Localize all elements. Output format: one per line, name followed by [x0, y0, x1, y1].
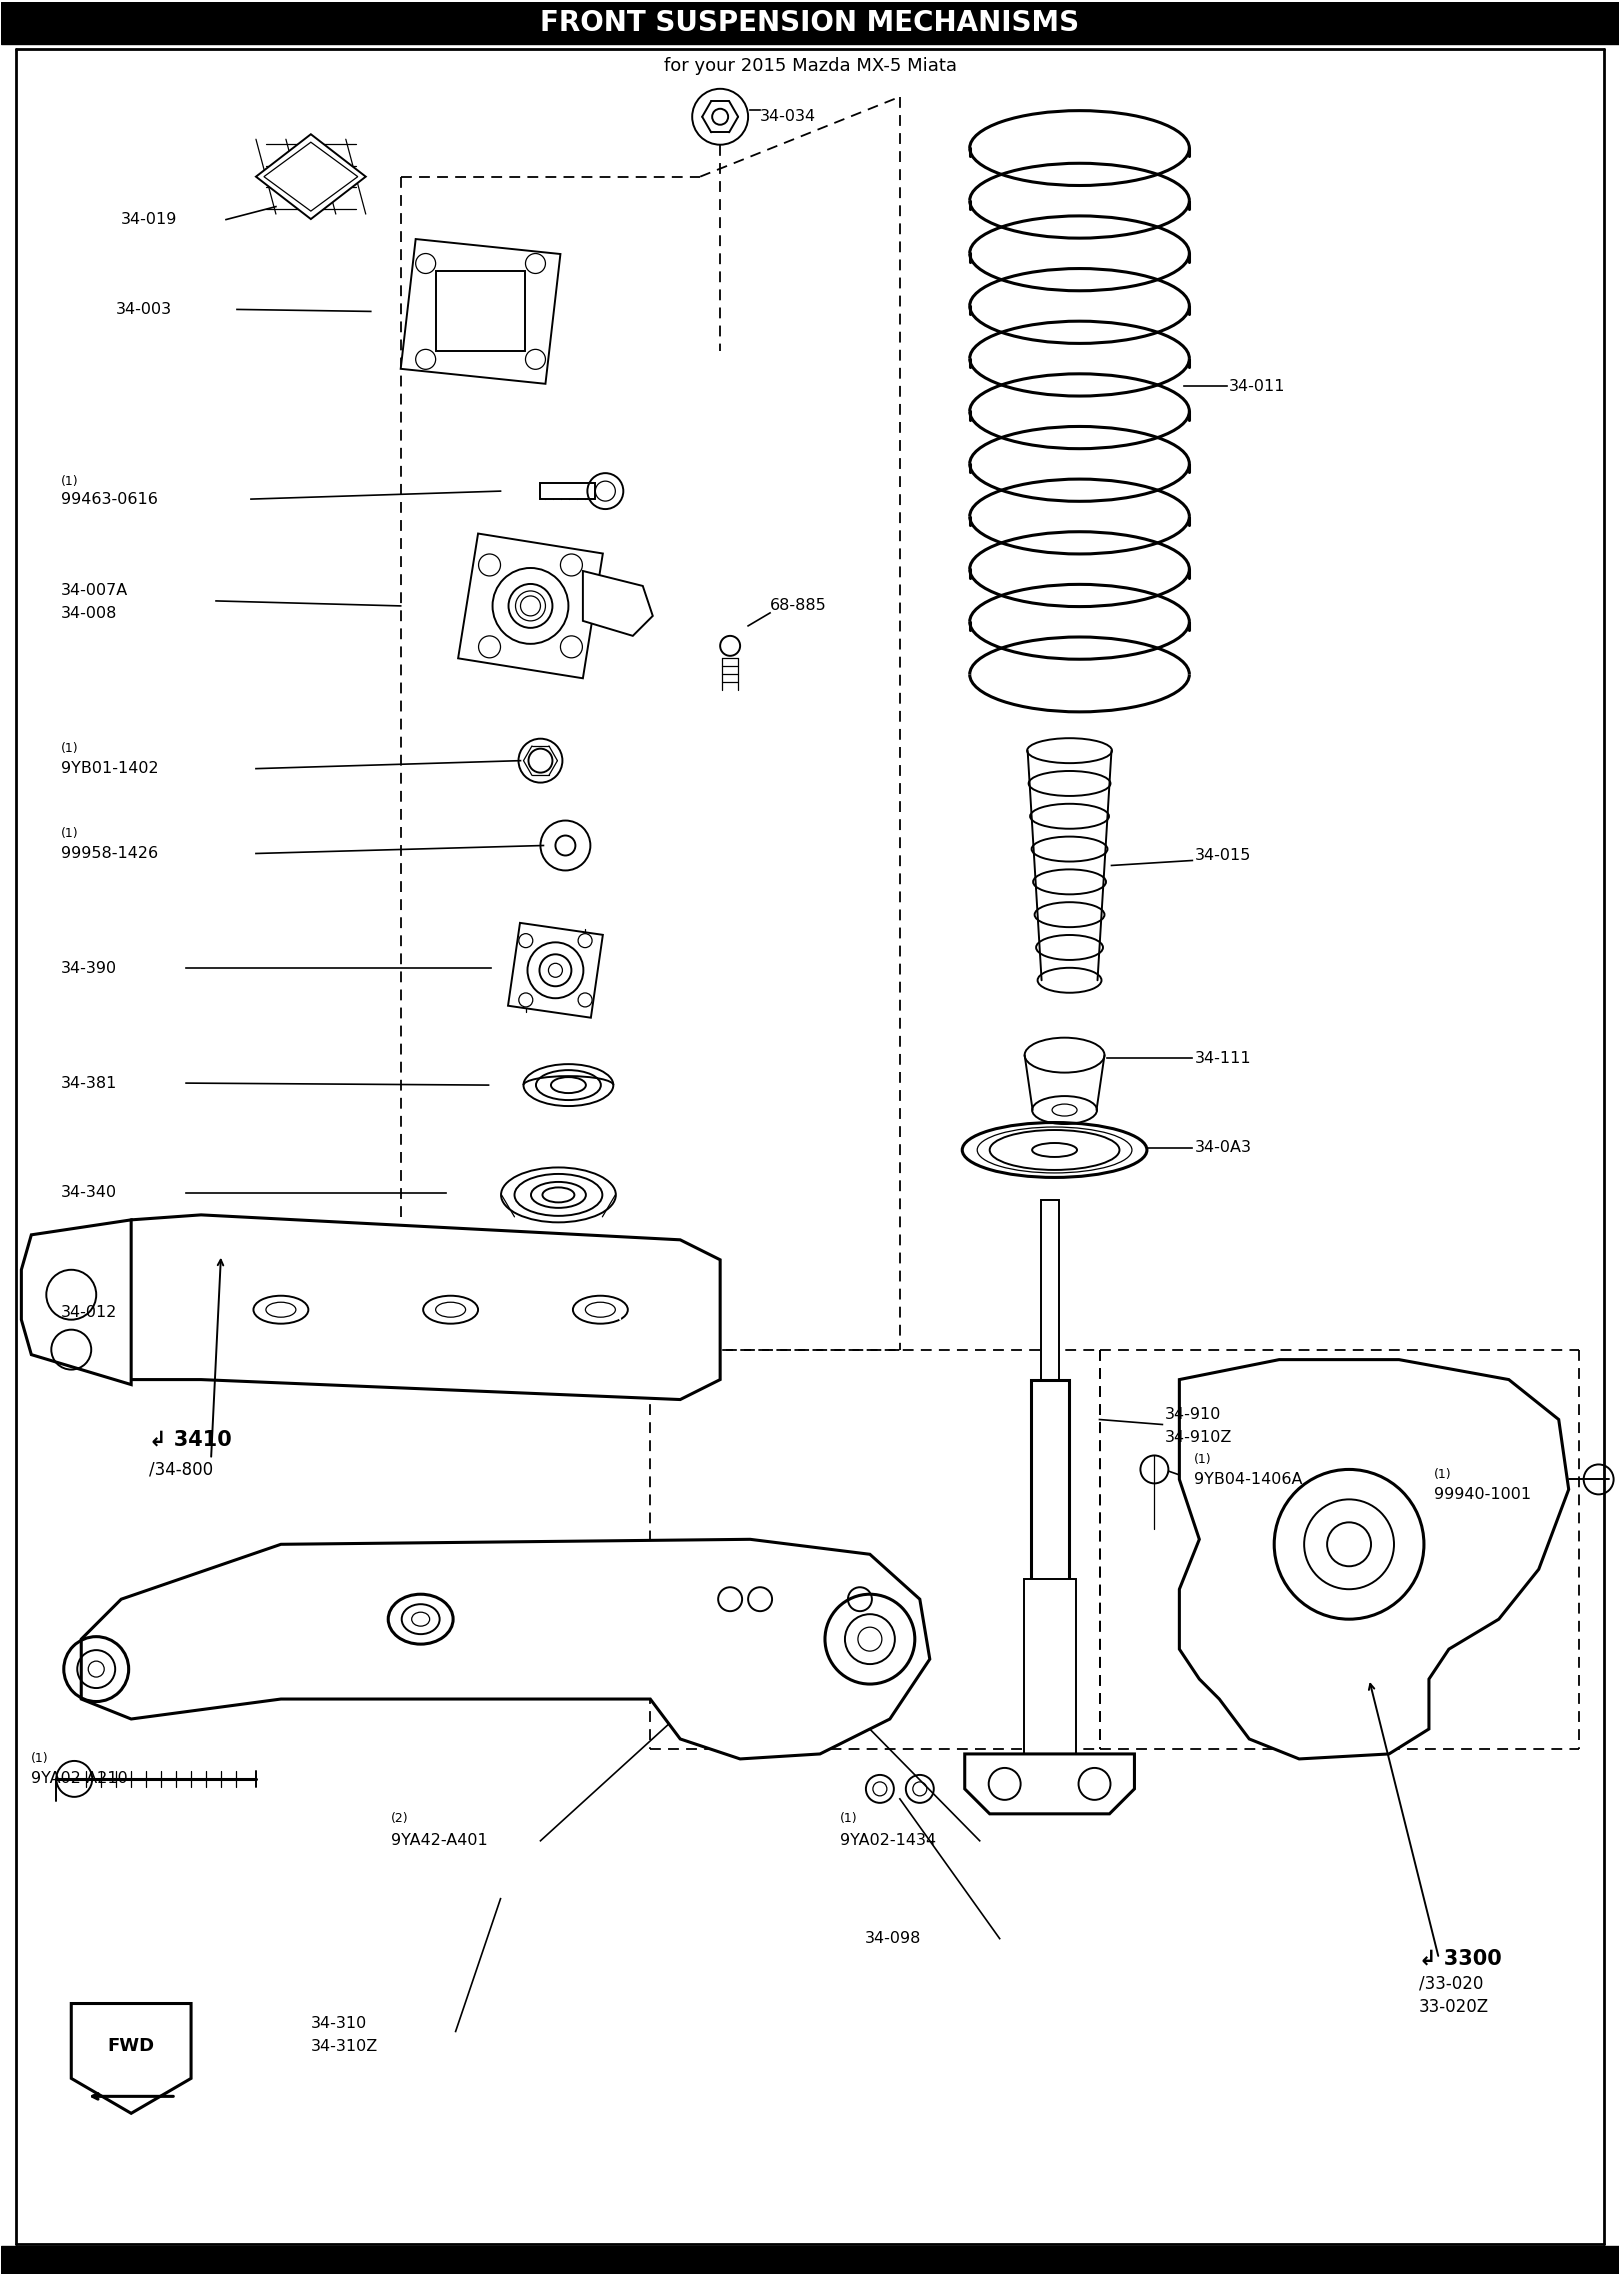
Text: (1): (1) — [839, 1812, 857, 1825]
Polygon shape — [400, 239, 561, 385]
Text: 34-310: 34-310 — [311, 2017, 368, 2030]
Text: 34-012: 34-012 — [62, 1304, 118, 1320]
Bar — [1030, 1379, 1069, 1700]
Text: (1): (1) — [1194, 1452, 1212, 1466]
Polygon shape — [458, 533, 603, 678]
Text: /33-020: /33-020 — [1419, 1976, 1484, 1992]
Text: (1): (1) — [1434, 1468, 1452, 1482]
Text: 34-015: 34-015 — [1194, 849, 1251, 863]
Text: 9YA02-A210: 9YA02-A210 — [31, 1771, 128, 1787]
Polygon shape — [256, 134, 366, 218]
Bar — [1040, 1199, 1058, 1420]
Polygon shape — [2, 2246, 1618, 2274]
Text: 68-885: 68-885 — [770, 599, 826, 615]
Text: (2): (2) — [390, 1812, 408, 1825]
Text: 34-007A: 34-007A — [62, 583, 128, 599]
Polygon shape — [966, 1755, 1134, 1814]
Text: FRONT SUSPENSION MECHANISMS: FRONT SUSPENSION MECHANISMS — [541, 9, 1079, 36]
Text: (1): (1) — [62, 826, 79, 840]
Text: ↲ 3410: ↲ 3410 — [149, 1429, 232, 1450]
Polygon shape — [2, 2, 1618, 43]
Text: 9YB04-1406A: 9YB04-1406A — [1194, 1473, 1302, 1486]
Polygon shape — [509, 922, 603, 1017]
Text: 9YB01-1402: 9YB01-1402 — [62, 760, 159, 776]
Polygon shape — [57, 1215, 721, 1400]
Polygon shape — [583, 571, 653, 635]
Polygon shape — [1179, 1359, 1568, 1759]
Text: (1): (1) — [62, 742, 79, 756]
Text: 34-0A3: 34-0A3 — [1194, 1140, 1251, 1156]
Text: 34-019: 34-019 — [122, 212, 178, 228]
Text: 9YA42-A401: 9YA42-A401 — [390, 1832, 488, 1848]
Text: 99463-0616: 99463-0616 — [62, 492, 159, 508]
Text: ↲ 3300: ↲ 3300 — [1419, 1948, 1502, 1969]
Text: /34-800: /34-800 — [149, 1461, 214, 1479]
Text: 34-381: 34-381 — [62, 1077, 118, 1090]
Text: (1): (1) — [31, 1753, 49, 1766]
Text: 34-910Z: 34-910Z — [1165, 1429, 1231, 1445]
Polygon shape — [81, 1539, 930, 1759]
Text: 99958-1426: 99958-1426 — [62, 847, 159, 860]
Text: 34-111: 34-111 — [1194, 1052, 1251, 1065]
Text: 33-020Z: 33-020Z — [1419, 1998, 1489, 2017]
Polygon shape — [21, 1220, 131, 1384]
Text: 34-011: 34-011 — [1230, 378, 1286, 394]
Text: 9YA02-1434: 9YA02-1434 — [839, 1832, 936, 1848]
Bar — [1024, 1580, 1076, 1759]
Text: 34-910: 34-910 — [1165, 1407, 1221, 1422]
Text: 34-390: 34-390 — [62, 960, 117, 976]
Text: 34-340: 34-340 — [62, 1186, 117, 1199]
Text: 34-098: 34-098 — [865, 1930, 922, 1946]
Text: 34-310Z: 34-310Z — [311, 2039, 377, 2053]
Text: 34-034: 34-034 — [760, 109, 816, 125]
Bar — [541, 483, 596, 498]
Text: 99940-1001: 99940-1001 — [1434, 1486, 1531, 1502]
Text: for your 2015 Mazda MX-5 Miata: for your 2015 Mazda MX-5 Miata — [664, 57, 956, 75]
Text: FWD: FWD — [107, 2037, 156, 2055]
Text: 34-003: 34-003 — [117, 303, 172, 316]
Text: (1): (1) — [62, 476, 79, 487]
Text: 34-008: 34-008 — [62, 605, 118, 621]
